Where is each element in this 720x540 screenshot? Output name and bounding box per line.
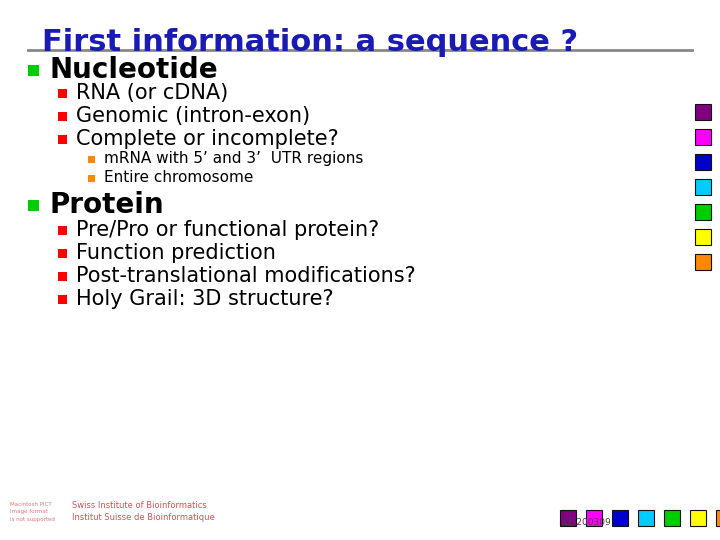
Bar xyxy=(695,204,711,220)
Bar xyxy=(58,272,67,280)
Text: Function prediction: Function prediction xyxy=(76,243,276,263)
Text: Macintosh PICT: Macintosh PICT xyxy=(10,503,52,508)
Bar xyxy=(58,248,67,258)
Bar xyxy=(695,104,711,120)
Text: Genomic (intron-exon): Genomic (intron-exon) xyxy=(76,106,310,126)
Bar xyxy=(716,510,720,526)
Bar xyxy=(695,179,711,195)
Bar xyxy=(695,229,711,245)
Text: Image format: Image format xyxy=(10,510,48,515)
Bar xyxy=(695,154,711,170)
Text: RNA (or cDNA): RNA (or cDNA) xyxy=(76,83,228,103)
Text: First information: a sequence ?: First information: a sequence ? xyxy=(42,28,578,57)
Bar xyxy=(58,226,67,234)
Text: Protein: Protein xyxy=(50,191,165,219)
Text: mRNA with 5’ and 3’  UTR regions: mRNA with 5’ and 3’ UTR regions xyxy=(104,152,364,166)
Text: Nucleotide: Nucleotide xyxy=(50,56,219,84)
Bar xyxy=(664,510,680,526)
Text: is not supported: is not supported xyxy=(10,516,55,522)
Text: Post-translational modifications?: Post-translational modifications? xyxy=(76,266,415,286)
Text: Swiss Institute of Bioinformatics: Swiss Institute of Bioinformatics xyxy=(72,501,207,510)
Text: Complete or incomplete?: Complete or incomplete? xyxy=(76,129,338,149)
Bar xyxy=(58,134,67,144)
Bar xyxy=(88,156,95,163)
Bar xyxy=(28,199,39,211)
Bar xyxy=(560,510,576,526)
Text: Entire chromosome: Entire chromosome xyxy=(104,171,253,186)
Bar xyxy=(88,174,95,181)
Bar xyxy=(58,294,67,303)
Bar xyxy=(612,510,628,526)
Text: Institut Suisse de Bioinformatique: Institut Suisse de Bioinformatique xyxy=(72,512,215,522)
Text: LF-200309: LF-200309 xyxy=(563,518,611,527)
Text: Pre/Pro or functional protein?: Pre/Pro or functional protein? xyxy=(76,220,379,240)
Bar xyxy=(690,510,706,526)
Bar xyxy=(58,111,67,120)
Bar xyxy=(28,64,39,76)
Bar xyxy=(586,510,602,526)
Bar xyxy=(638,510,654,526)
Bar xyxy=(695,254,711,270)
Bar xyxy=(58,89,67,98)
Text: Holy Grail: 3D structure?: Holy Grail: 3D structure? xyxy=(76,289,333,309)
Bar xyxy=(695,129,711,145)
